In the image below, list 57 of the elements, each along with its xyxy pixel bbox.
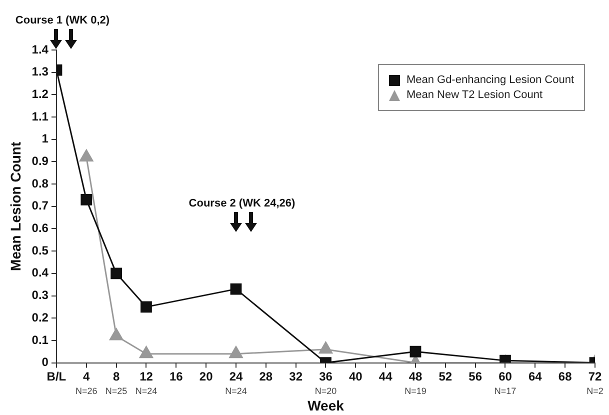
- y-tick-label: 0.5: [32, 243, 49, 258]
- y-tick-label: 0.9: [32, 154, 49, 168]
- point: [110, 268, 122, 280]
- y-tick-label: 0: [42, 355, 49, 370]
- text: N=2: [586, 386, 604, 396]
- text: N=24: [225, 386, 247, 396]
- x-tick-label: 4: [83, 369, 90, 384]
- x-tick-label: 20: [199, 369, 214, 384]
- x-tick-label: 12: [140, 369, 154, 384]
- x-axis-title: Week: [308, 397, 344, 414]
- y-tick-label: 1.4: [32, 42, 49, 56]
- text: N=24: [135, 386, 158, 396]
- x-tick-label: 48: [408, 369, 422, 384]
- y-tick-label: 0.2: [32, 310, 49, 324]
- x-tick-label: 60: [498, 369, 512, 384]
- point: [140, 301, 152, 313]
- point: [229, 346, 243, 358]
- annotation: Course 2 (WK 24,26): [188, 198, 296, 210]
- y-tick-label: 0.3: [32, 288, 49, 302]
- x-tick-label: 16: [169, 369, 184, 384]
- text: N=20: [314, 386, 337, 396]
- point: [139, 346, 154, 358]
- text: N=19: [404, 386, 426, 396]
- point: [318, 342, 333, 354]
- y-tick-label: 0.1: [32, 332, 49, 347]
- x-tick-label: B/L: [46, 369, 66, 384]
- y-tick-label: 0.7: [32, 198, 49, 213]
- y-tick-label: 1.3: [32, 64, 49, 79]
- y-axis-title: Mean Lesion Count: [7, 142, 24, 271]
- legend-label: Mean New T2 Lesion Count: [406, 89, 543, 101]
- x-tick-label: 40: [348, 369, 363, 384]
- x-tick-label: 28: [259, 369, 273, 384]
- x-tick-label: 64: [528, 369, 542, 384]
- text: N=25: [105, 386, 128, 396]
- x-tick-label: 24: [229, 369, 243, 384]
- point: [230, 283, 242, 295]
- x-tick-label: 72: [588, 369, 602, 384]
- x-tick-label: 8: [112, 369, 120, 384]
- text: N=26: [76, 386, 98, 396]
- point: [80, 194, 92, 206]
- point: [110, 328, 124, 340]
- x-tick-label: 68: [558, 369, 572, 384]
- text: Course 1 (WK 0,2): [15, 14, 110, 27]
- text: N=17: [494, 386, 516, 396]
- y-tick-label: 0.4: [32, 266, 49, 280]
- y-tick-label: 1.2: [32, 87, 49, 101]
- y-tick-label: 0.6: [32, 221, 49, 236]
- legend-label: Mean Gd-enhancing Lesion Count: [406, 74, 574, 86]
- x-tick-label: 56: [468, 369, 482, 384]
- y-tick-label: 0.8: [32, 176, 49, 190]
- y-tick-label: 1: [42, 132, 49, 146]
- x-tick-label: 52: [438, 369, 452, 384]
- x-tick-label: 36: [319, 369, 333, 384]
- x-tick-label: 32: [289, 369, 303, 384]
- y-tick-label: 1.1: [32, 109, 49, 124]
- point: [410, 346, 422, 358]
- x-tick-label: 44: [378, 369, 393, 384]
